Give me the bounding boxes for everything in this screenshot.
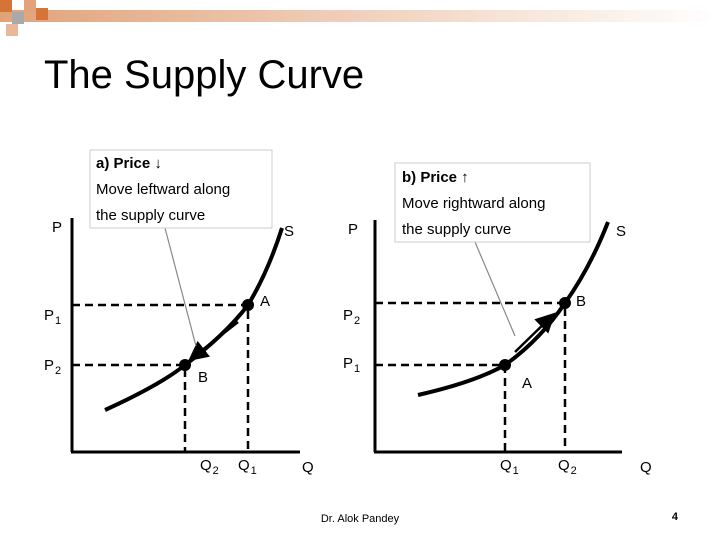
label-base: P	[44, 307, 54, 324]
axis-label: P	[348, 221, 358, 238]
label-subscript: 2	[55, 365, 61, 377]
callout: a) Price ↓	[96, 155, 162, 172]
label-subscript: 1	[55, 315, 61, 327]
label-subscript: 2	[354, 315, 360, 327]
callout: Move leftward along	[96, 181, 230, 198]
axis-label: Q	[302, 459, 314, 476]
quantity-label: Q2	[558, 457, 577, 477]
label-subscript: 1	[354, 363, 360, 375]
quantity-label: Q2	[200, 457, 219, 477]
label-base: Q	[238, 457, 250, 474]
label-subscript: 2	[571, 465, 577, 477]
point-label: A	[522, 375, 532, 392]
right-panel: b) Price ↑ Move rightward along the supp…	[343, 162, 652, 477]
curve-label: S	[284, 223, 294, 240]
callout: the supply curve	[402, 221, 511, 238]
point-label: A	[260, 293, 270, 310]
left-panel: a) Price ↓ Move leftward along the suppl…	[44, 149, 314, 477]
page-number: 4	[672, 511, 679, 523]
price-label: P2	[44, 357, 61, 377]
callout: the supply curve	[96, 207, 205, 224]
point-label: B	[198, 369, 208, 386]
price-label: P2	[343, 307, 360, 327]
label-subscript: 1	[251, 465, 257, 477]
callout: Move rightward along	[402, 195, 545, 212]
label-base: Q	[500, 457, 512, 474]
label-base: Q	[200, 457, 212, 474]
curve-label: S	[616, 223, 626, 240]
point-label: B	[576, 293, 586, 310]
axis-label: P	[52, 219, 62, 236]
quantity-label: Q1	[500, 457, 519, 477]
label-base: P	[343, 307, 353, 324]
callout: b) Price ↑	[402, 169, 469, 186]
axis-label: Q	[640, 459, 652, 476]
price-label: P1	[44, 307, 61, 327]
price-label: P1	[343, 355, 360, 375]
label-base: P	[44, 357, 54, 374]
label-base: Q	[558, 457, 570, 474]
decoration	[0, 0, 720, 36]
title: The Supply Curve	[44, 53, 364, 97]
label-subscript: 2	[213, 465, 219, 477]
quantity-label: Q1	[238, 457, 257, 477]
footer-author: Dr. Alok Pandey	[321, 513, 400, 525]
label-base: P	[343, 355, 353, 372]
label-subscript: 1	[513, 465, 519, 477]
